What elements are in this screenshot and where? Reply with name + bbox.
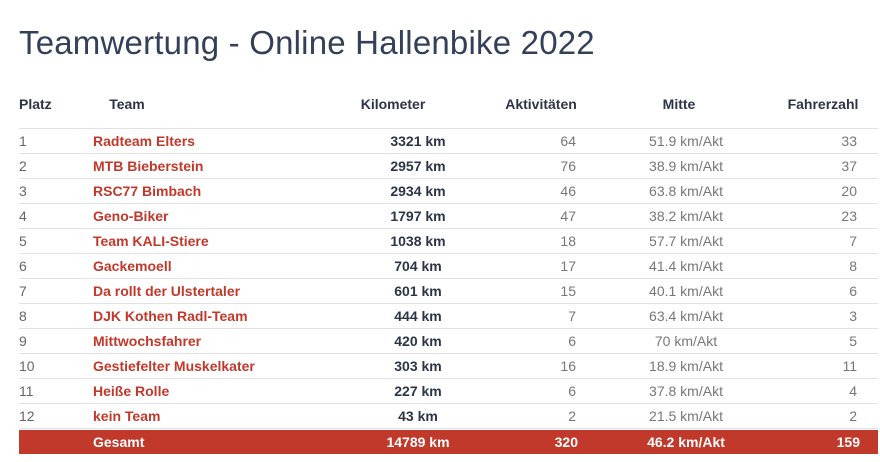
table-cell: 2 — [849, 408, 857, 424]
row-rule — [19, 178, 878, 179]
table-cell: 41.4 km/Akt — [649, 258, 723, 274]
table-cell: 3 — [849, 308, 857, 324]
footer-cell: 320 — [554, 434, 578, 450]
column-header: Fahrerzahl — [787, 96, 859, 112]
column-header: Mitte — [662, 96, 696, 112]
column-header: Platz — [19, 96, 52, 112]
team-name: Geno-Biker — [93, 208, 169, 224]
column-header: Team — [109, 96, 145, 112]
table-cell: 704 km — [394, 258, 442, 274]
column-header: Kilometer — [360, 96, 426, 112]
team-name: Da rollt der Ulstertaler — [93, 283, 241, 299]
header-rule — [19, 128, 878, 129]
row-rule — [19, 278, 878, 279]
table-cell: 47 — [560, 208, 576, 224]
table-cell: 303 km — [394, 358, 442, 374]
row-rule — [19, 253, 878, 254]
table-cell: 7 — [849, 233, 857, 249]
column-header: Aktivitäten — [505, 96, 577, 112]
table-cell: 2 — [568, 408, 576, 424]
team-name: DJK Kothen Radl-Team — [93, 308, 248, 324]
table-cell: 6 — [849, 283, 857, 299]
footer-bar — [19, 430, 878, 454]
table-cell: 9 — [19, 333, 27, 349]
table-cell: 2 — [19, 158, 27, 174]
row-rule — [19, 228, 878, 229]
table-cell: 4 — [19, 208, 27, 224]
footer-cell: Gesamt — [93, 434, 145, 450]
row-rule — [19, 153, 878, 154]
table-cell: 51.9 km/Akt — [649, 133, 723, 149]
row-rule — [19, 378, 878, 379]
table-cell: 601 km — [394, 283, 442, 299]
table-cell: 70 km/Akt — [654, 333, 718, 349]
table-cell: 1797 km — [390, 208, 446, 224]
table-cell: 227 km — [394, 383, 442, 399]
row-rule — [19, 353, 878, 354]
table-cell: 63.4 km/Akt — [649, 308, 723, 324]
table-cell: 6 — [19, 258, 27, 274]
team-name: Gestiefelter Muskelkater — [93, 358, 255, 374]
table-cell: 8 — [19, 308, 27, 324]
table-cell: 16 — [560, 358, 576, 374]
team-name: Gackemoell — [93, 258, 172, 274]
table-cell: 6 — [568, 333, 576, 349]
row-rule — [19, 403, 878, 404]
table-cell: 1 — [19, 133, 27, 149]
table-cell: 1038 km — [390, 233, 446, 249]
table-cell: 2934 km — [390, 183, 446, 199]
team-name: kein Team — [93, 408, 161, 424]
footer-cell: 14789 km — [386, 434, 450, 450]
team-name: RSC77 Bimbach — [93, 183, 202, 199]
footer-cell: 46.2 km/Akt — [647, 434, 725, 450]
table-cell: 63.8 km/Akt — [649, 183, 723, 199]
page-title: Teamwertung - Online Hallenbike 2022 — [19, 24, 595, 61]
table-cell: 20 — [841, 183, 857, 199]
footer-cell: 159 — [836, 434, 860, 450]
team-name: Team KALI-Stiere — [93, 233, 209, 249]
table-cell: 18.9 km/Akt — [649, 358, 723, 374]
team-name: Mittwochsfahrer — [93, 333, 202, 349]
row-rule — [19, 303, 878, 304]
table-cell: 64 — [560, 133, 576, 149]
table-cell: 3321 km — [390, 133, 446, 149]
table-cell: 17 — [560, 258, 576, 274]
table-cell: 12 — [19, 408, 35, 424]
table-cell: 5 — [849, 333, 857, 349]
team-name: MTB Bieberstein — [93, 158, 204, 174]
table-cell: 37.8 km/Akt — [649, 383, 723, 399]
table-cell: 38.2 km/Akt — [649, 208, 723, 224]
table-cell: 57.7 km/Akt — [649, 233, 723, 249]
row-rule — [19, 428, 878, 429]
table-cell: 23 — [841, 208, 857, 224]
table-cell: 46 — [560, 183, 576, 199]
team-name: Heiße Rolle — [93, 383, 170, 399]
table-cell: 7 — [19, 283, 27, 299]
table-cell: 37 — [841, 158, 857, 174]
table-cell: 18 — [560, 233, 576, 249]
table-cell: 6 — [568, 383, 576, 399]
table-cell: 33 — [841, 133, 857, 149]
table-cell: 7 — [568, 308, 576, 324]
table-cell: 2957 km — [390, 158, 446, 174]
table-cell: 43 km — [398, 408, 438, 424]
row-rule — [19, 203, 878, 204]
table-cell: 11 — [19, 383, 34, 399]
table-cell: 11 — [842, 358, 857, 374]
table-cell: 40.1 km/Akt — [649, 283, 723, 299]
table-cell: 420 km — [394, 333, 442, 349]
table-cell: 4 — [849, 383, 857, 399]
row-rule — [19, 328, 878, 329]
table-cell: 21.5 km/Akt — [649, 408, 723, 424]
table-cell: 8 — [849, 258, 857, 274]
table-cell: 76 — [560, 158, 576, 174]
team-name: Radteam Elters — [93, 133, 195, 149]
table-cell: 10 — [19, 358, 35, 374]
table-cell: 38.9 km/Akt — [649, 158, 723, 174]
table-cell: 444 km — [394, 308, 442, 324]
table-cell: 3 — [19, 183, 27, 199]
table-cell: 5 — [19, 233, 27, 249]
table-cell: 15 — [560, 283, 576, 299]
